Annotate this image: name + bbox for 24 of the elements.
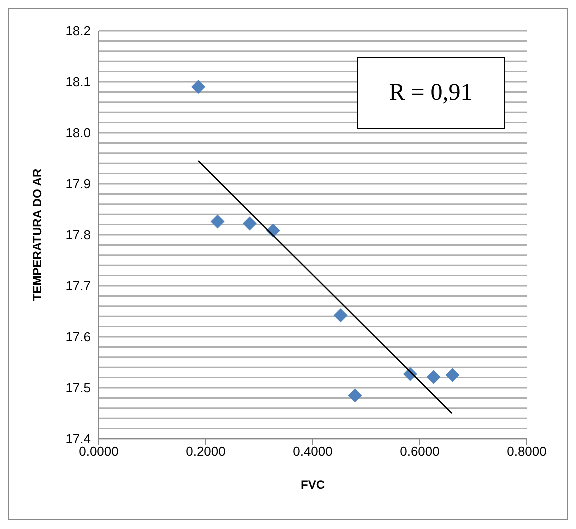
x-tick-label: 0.4000 <box>293 444 333 460</box>
point <box>426 370 441 384</box>
y-tick-label: 17.7 <box>66 278 91 294</box>
x-tick-label: 0.6000 <box>400 444 440 460</box>
y-axis-title: TEMPERATURA DO AR <box>30 168 44 302</box>
point <box>446 368 460 382</box>
y-tick-label: 17.5 <box>66 380 91 396</box>
y-tick-label: 18.1 <box>66 74 91 90</box>
point <box>192 80 206 94</box>
x-tick-label: 0.8000 <box>507 444 547 460</box>
y-tick-label: 18.0 <box>66 126 91 141</box>
point <box>348 388 362 403</box>
x-axis-title: FVC <box>301 478 326 492</box>
point <box>242 216 257 231</box>
y-tick-label: 17.8 <box>66 228 91 243</box>
y-tick-label: 17.6 <box>66 330 91 345</box>
annotation: R = 0,91 <box>357 57 505 129</box>
point <box>334 308 348 323</box>
point <box>210 214 225 229</box>
y-tick-label: 17.9 <box>66 176 91 192</box>
y-tick-label: 17.4 <box>66 432 91 447</box>
y-tick-label: 18.2 <box>66 24 91 39</box>
x-tick-label: 0.2000 <box>186 444 226 460</box>
x-tick-label: 0.0000 <box>79 444 119 460</box>
